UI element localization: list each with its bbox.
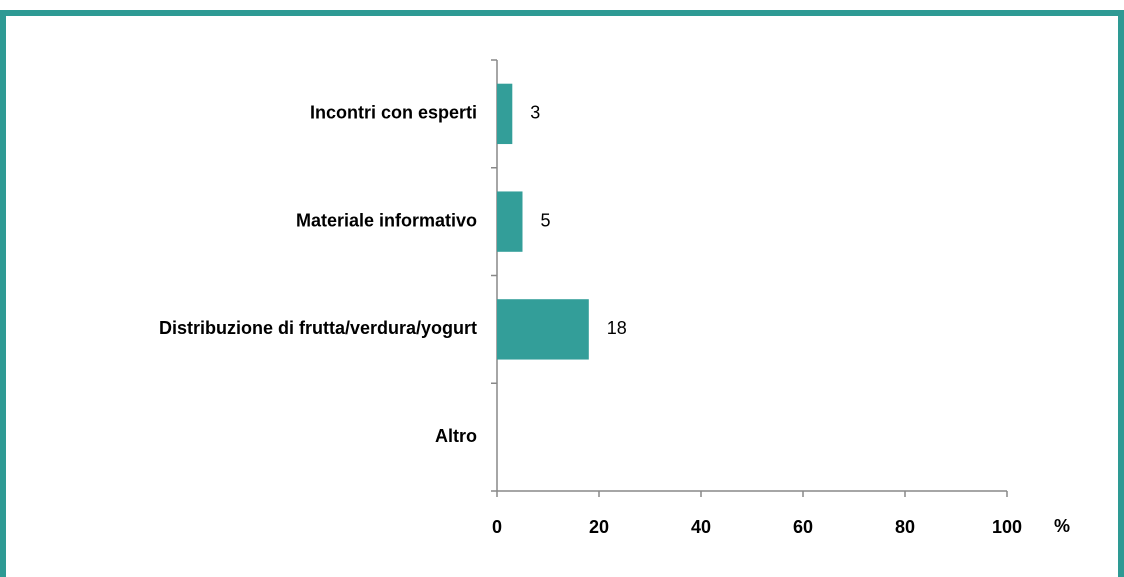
y-tick-label: Incontri con esperti [310, 103, 477, 123]
x-axis-label: % [1054, 516, 1070, 536]
bar [497, 83, 513, 145]
x-tick-label: 20 [589, 517, 609, 537]
data-label: 5 [541, 210, 551, 230]
y-tick-label: Materiale informativo [296, 210, 477, 230]
x-tick-label: 60 [793, 517, 813, 537]
bar [497, 299, 589, 360]
x-tick-label: 0 [492, 517, 502, 537]
data-label: 18 [607, 318, 627, 338]
data-label: 3 [530, 103, 540, 123]
y-tick-label: Altro [435, 426, 477, 446]
x-tick-label: 40 [691, 517, 711, 537]
bar [497, 191, 523, 252]
frame [0, 10, 1124, 577]
y-tick-label: Distribuzione di frutta/verdura/yogurt [159, 318, 477, 338]
x-tick-label: 80 [895, 517, 915, 537]
x-tick-label: 100 [992, 517, 1022, 537]
